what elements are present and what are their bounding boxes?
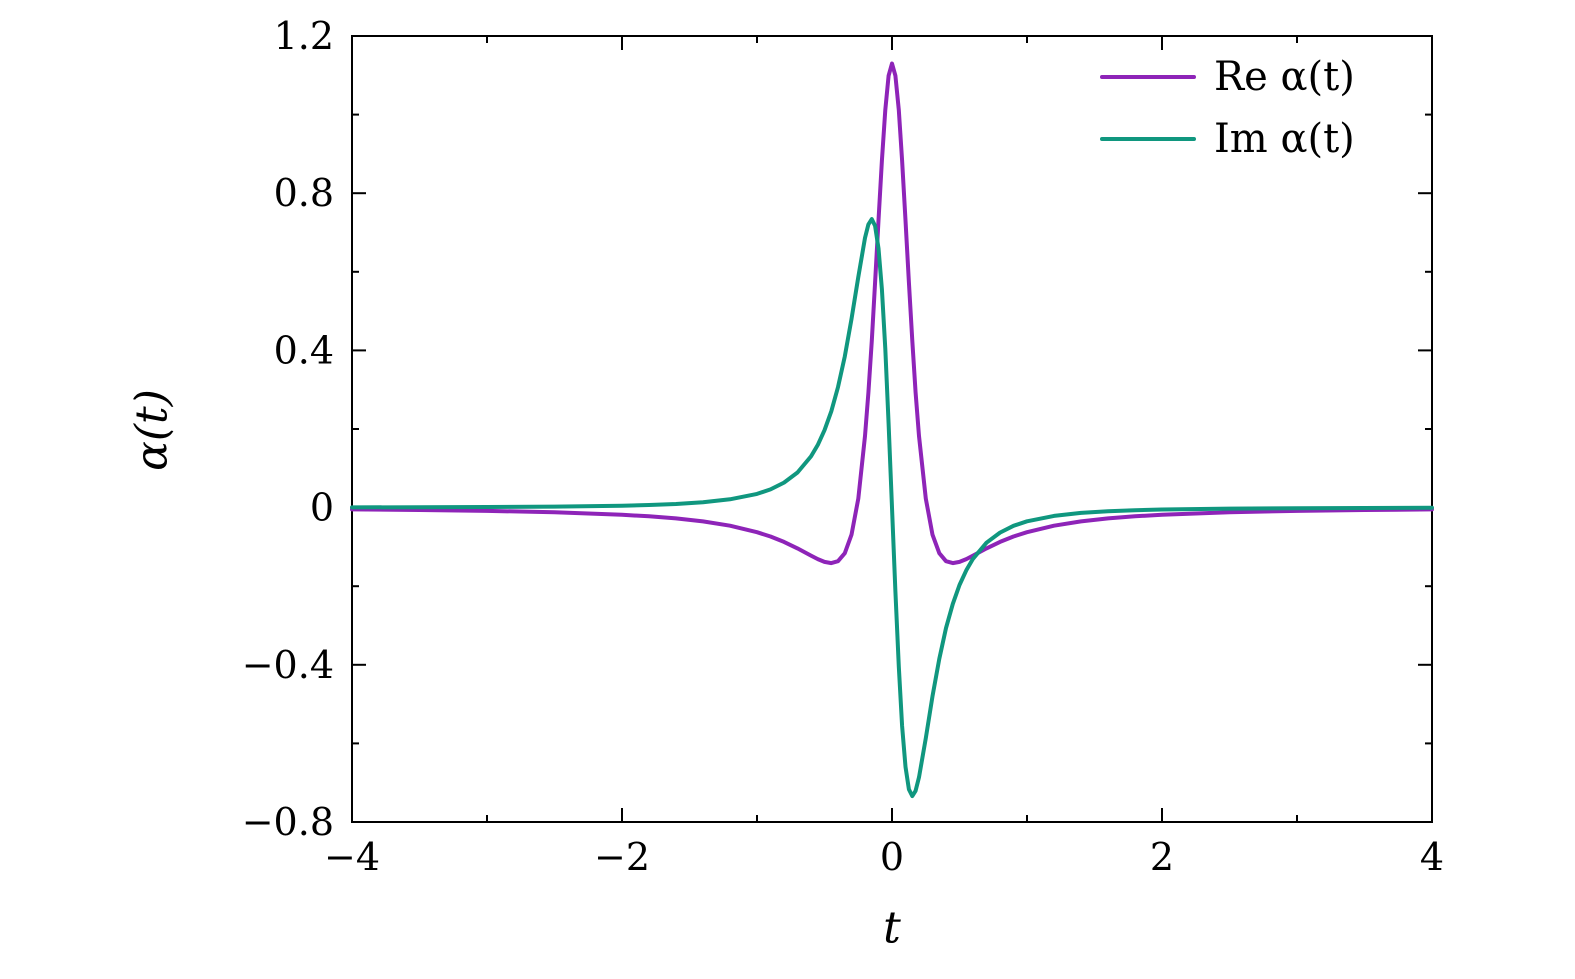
legend-line-im-swatch [1100,137,1196,141]
x-tick-label: 0 [880,835,904,879]
y-tick-label: −0.4 [242,643,334,687]
y-tick-label: −0.8 [242,800,334,844]
y-tick-label: 0 [310,486,334,530]
x-tick-label: −4 [324,835,380,879]
legend-label-im: Im α(t) [1214,116,1355,162]
x-tick-label: 4 [1420,835,1444,879]
legend-line-re-swatch [1100,75,1196,79]
legend-label-re: Re α(t) [1214,54,1355,100]
x-axis-label: t [883,902,901,954]
legend-entry-re: Re α(t) [1100,50,1355,104]
x-tick-label: −2 [594,835,650,879]
y-tick-label: 1.2 [274,14,334,58]
x-tick-label: 2 [1150,835,1174,879]
y-tick-label: 0.4 [274,328,334,372]
y-axis-label: α(t) [126,389,178,471]
series-line-re [350,61,1434,566]
series-line-im [350,217,1434,799]
legend-entry-im: Im α(t) [1100,112,1355,166]
y-tick-label: 0.8 [274,171,334,215]
legend: Re α(t) Im α(t) [1100,50,1355,166]
